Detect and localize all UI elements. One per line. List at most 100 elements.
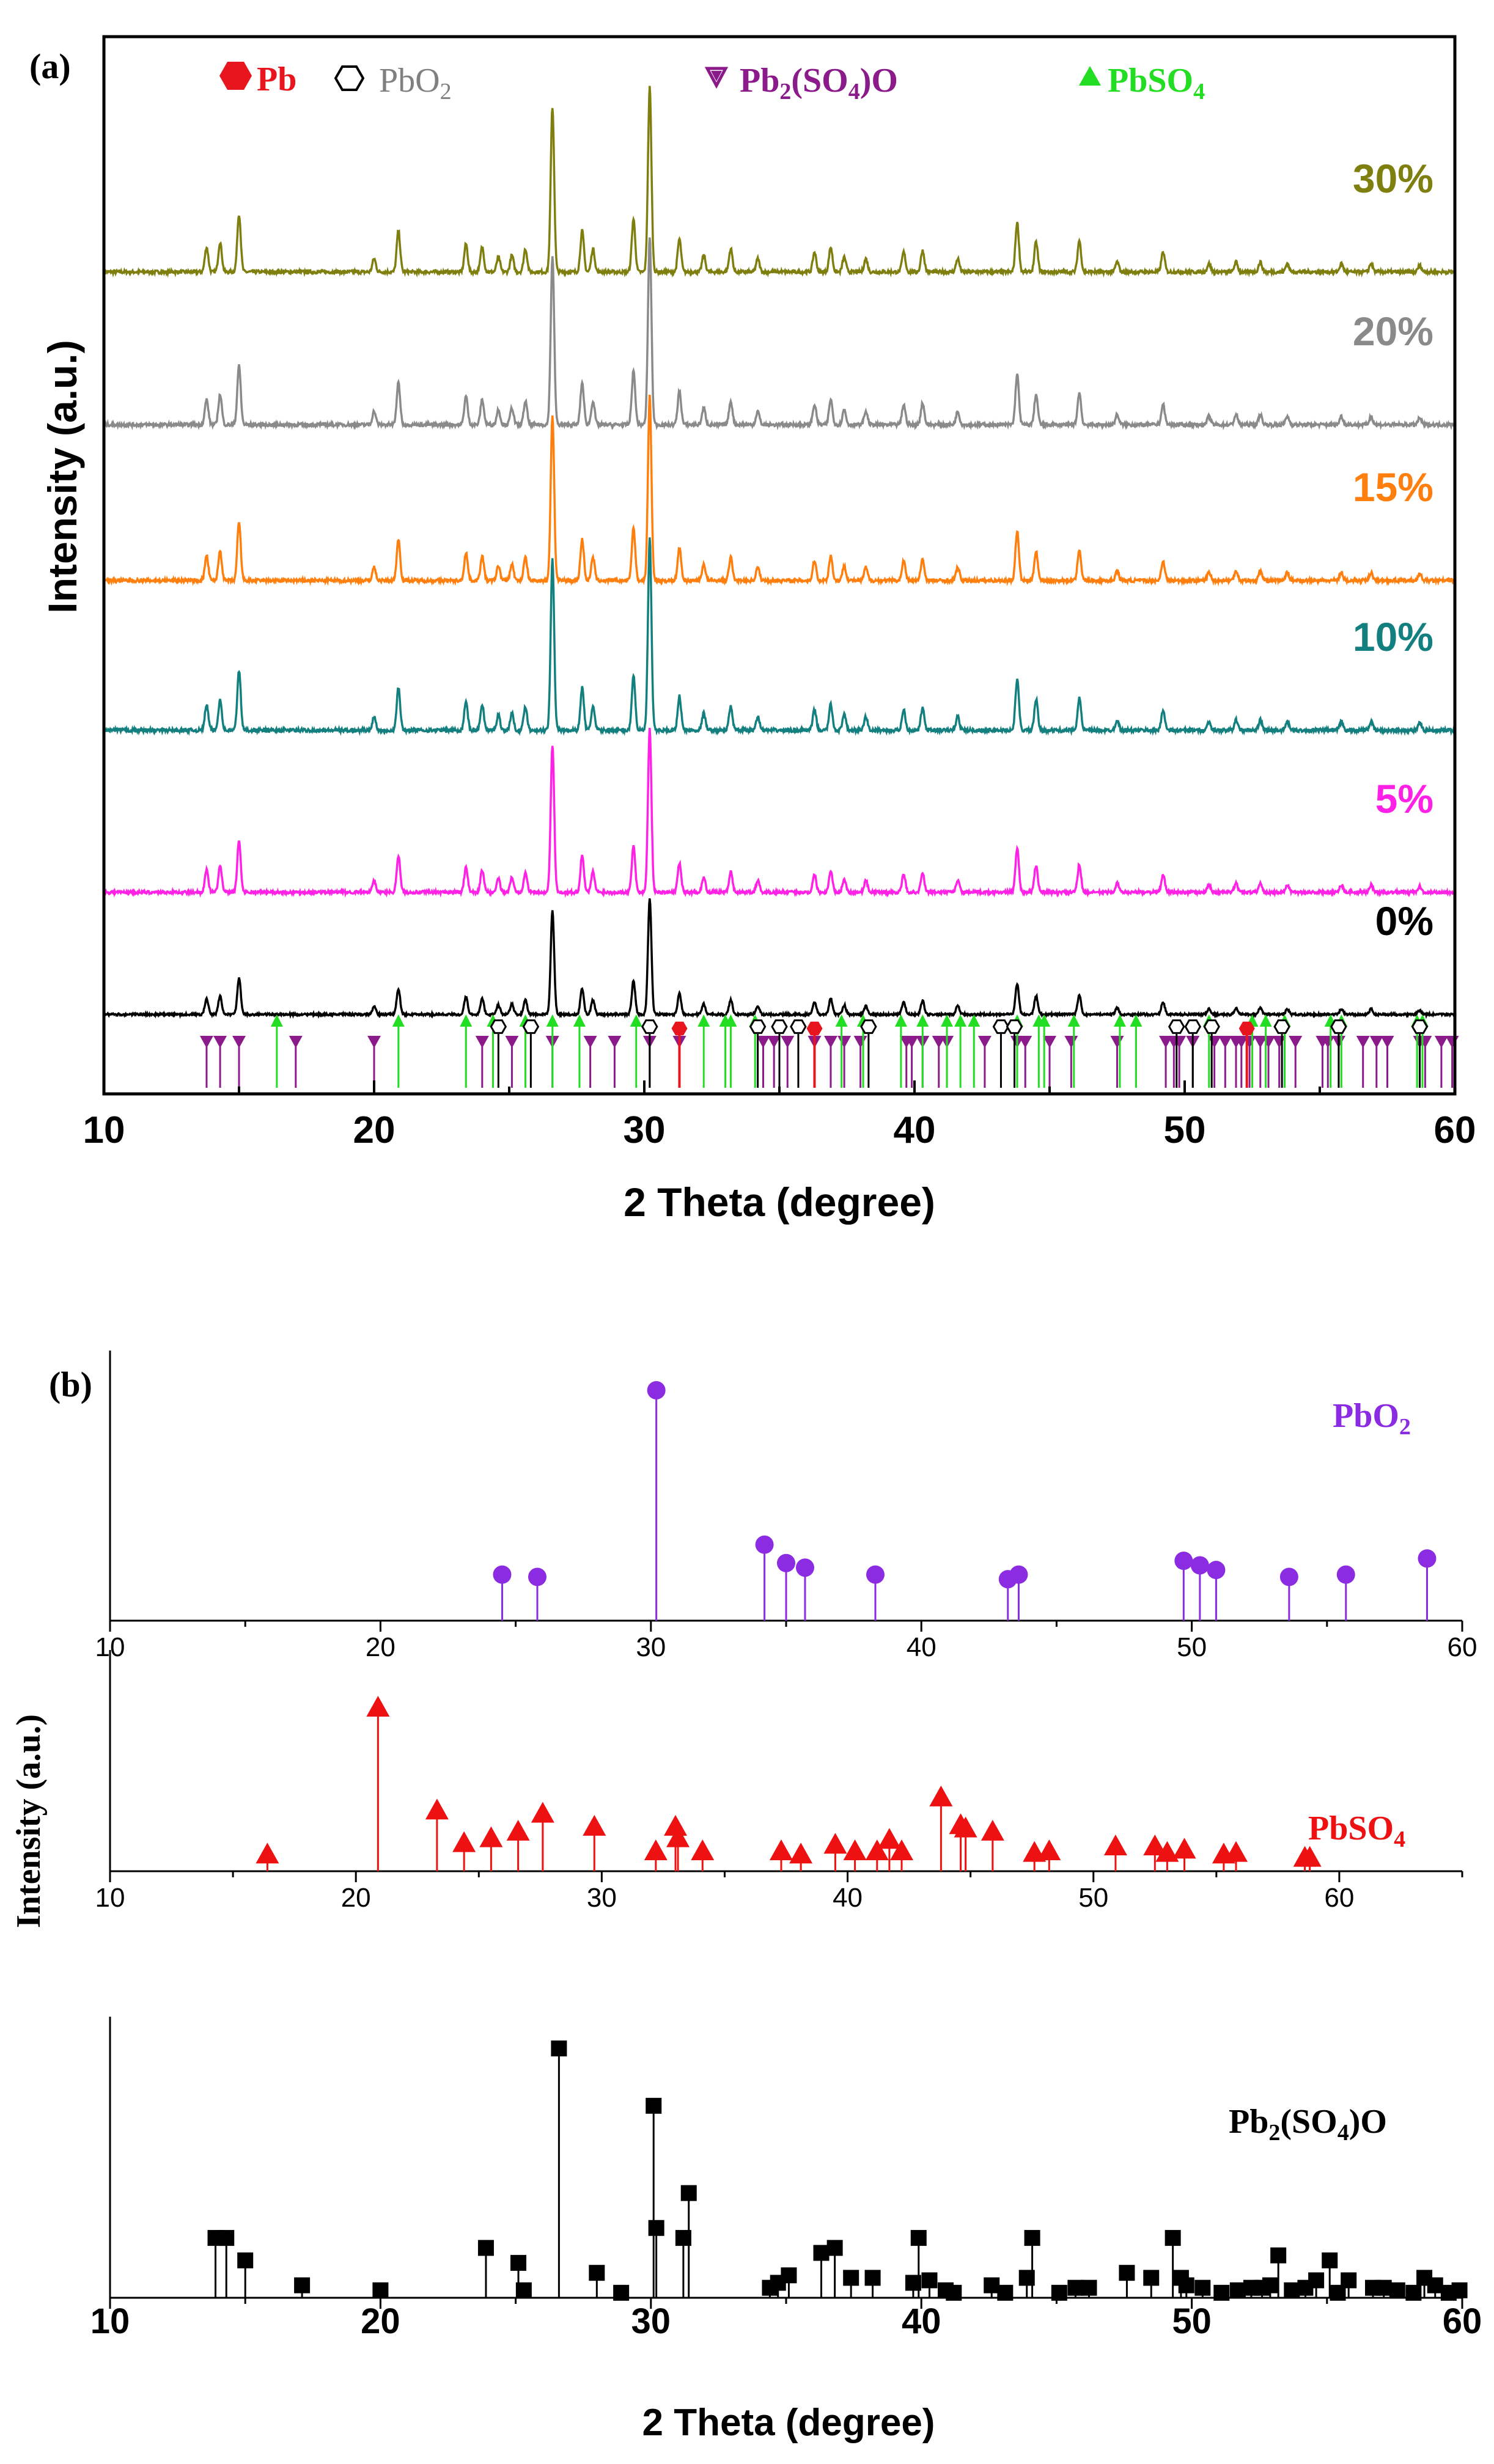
- stem-Pb2SO4O: [589, 2265, 605, 2298]
- legend-pbso4-triangle-icon: [1079, 66, 1101, 86]
- x-tick-label: 50: [1078, 1883, 1108, 1913]
- stem-Pb2SO4O: [921, 2272, 938, 2298]
- x-tick-label: 30: [631, 2301, 671, 2341]
- pb2so4o-ref-marker: [1064, 1036, 1078, 1088]
- pbso4-ref-marker: [835, 1014, 848, 1088]
- legend-pb-label: Pb: [257, 61, 296, 98]
- x-tick-label: 60: [1443, 2301, 1482, 2341]
- stem-Pb2SO4O: [864, 2270, 881, 2298]
- stem-PbO2: [1190, 1556, 1209, 1621]
- stem-PbSO4: [1103, 1834, 1127, 1871]
- stem-Pb2SO4O: [1341, 2272, 1357, 2298]
- pb2so4o-ref-marker: [583, 1036, 597, 1088]
- pbo2-ref-marker: [1168, 1019, 1185, 1088]
- pb2so4o-chart-label: Pb2(SO4)O: [1229, 2103, 1387, 2146]
- stem-PbSO4: [425, 1799, 449, 1871]
- series-label-5pct: 5%: [1375, 776, 1433, 821]
- pbso4-ref-marker: [1067, 1014, 1080, 1088]
- stem-Pb2SO4O: [477, 2240, 494, 2298]
- stem-PbO2: [1207, 1561, 1226, 1621]
- stem-PbSO4: [531, 1802, 554, 1871]
- stem-Pb2SO4O: [1143, 2270, 1160, 2298]
- trace-5pct: [103, 727, 1455, 898]
- trace-30pct: [103, 86, 1455, 278]
- stem-PbO2: [493, 1565, 512, 1621]
- a-reference-markers: [199, 1014, 1459, 1088]
- legend-a: Pb PbO2 Pb2(SO4)O PbSO4: [219, 61, 1205, 105]
- x-tick-label: 20: [366, 1632, 396, 1662]
- stem-PbSO4: [823, 1833, 847, 1871]
- stem-PbSO4: [1298, 1846, 1322, 1871]
- stem-PbSO4: [366, 1696, 390, 1871]
- stem-PbSO4: [843, 1839, 867, 1871]
- pbso4-ref-marker: [941, 1014, 954, 1088]
- pb-ref-marker: [806, 1021, 823, 1088]
- stem-PbO2: [795, 1558, 814, 1621]
- pbo2-ref-marker: [860, 1019, 877, 1088]
- pb2so4o-ref-marker: [837, 1036, 852, 1088]
- pb2so4o-ref-marker: [213, 1036, 227, 1088]
- stem-Pb2SO4O: [372, 2282, 389, 2298]
- stem-Pb2SO4O: [648, 2220, 664, 2298]
- pb2so4o-ref-marker: [823, 1036, 837, 1088]
- pb2so4o-ref-marker: [1218, 1036, 1232, 1088]
- pbo2-ref-marker: [790, 1019, 807, 1088]
- x-tick-label: 60: [1448, 1632, 1477, 1662]
- stem-PbO2: [1336, 1565, 1355, 1621]
- stem-PbO2: [647, 1381, 666, 1621]
- stem-PbSO4: [479, 1826, 503, 1871]
- panel-a-frame: [102, 35, 1457, 1096]
- x-tick-label: 60: [1434, 1109, 1476, 1151]
- stem-Pb2SO4O: [646, 2097, 662, 2298]
- pbo2-ref-marker: [1411, 1019, 1429, 1088]
- stem-PbSO4: [666, 1826, 690, 1871]
- stem-PbSO4: [981, 1819, 1004, 1871]
- pb-ref-marker: [1238, 1021, 1255, 1088]
- pbso4-ref-marker: [954, 1014, 967, 1088]
- stem-Pb2SO4O: [813, 2245, 830, 2298]
- pb2so4o-ref-marker: [289, 1036, 303, 1088]
- stem-PbO2: [528, 1568, 546, 1621]
- pb2so4o-ref-marker: [1159, 1036, 1173, 1088]
- pbso4-ref-marker: [1259, 1014, 1272, 1088]
- stem-PbO2: [1279, 1568, 1298, 1621]
- stem-PbO2: [866, 1565, 885, 1621]
- series-label-20pct: 20%: [1353, 309, 1433, 354]
- trace-15pct: [103, 394, 1455, 587]
- stem-PbSO4: [877, 1828, 901, 1871]
- pbo2-ref-marker: [641, 1019, 658, 1088]
- stem-PbSO4: [949, 1813, 973, 1871]
- pb2so4o-ref-marker: [1289, 1036, 1303, 1088]
- trace-0pct: [103, 898, 1455, 1019]
- pb2so4o-ref-marker: [367, 1036, 381, 1088]
- pbso4-stem-chart: 10 20 30 40 50 60: [95, 1650, 1463, 1913]
- stem-PbSO4: [691, 1839, 715, 1871]
- legend-pb2so4o-label: Pb2(SO4)O: [740, 62, 898, 105]
- panel-b-x-axis-label: 2 Theta (degree): [642, 2402, 935, 2444]
- stem-Pb2SO4O: [613, 2284, 630, 2301]
- stem-Pb2SO4O: [1375, 2279, 1392, 2298]
- trace-10pct: [103, 537, 1455, 736]
- legend-pb2so4o-triangle-fill: [711, 71, 722, 81]
- stem-Pb2SO4O: [1165, 2230, 1181, 2298]
- panel-b: (b) 10 20 30 40 50 60 PbO2 10 20 30 40 50 60 PbSO4…: [10, 1351, 1482, 2444]
- stem-Pb2SO4O: [997, 2284, 1014, 2301]
- x-tick-label: 40: [907, 1632, 937, 1662]
- pbso4-ref-marker: [546, 1014, 559, 1088]
- pb2so4o-ref-marker: [199, 1036, 213, 1088]
- legend-pb2so4o-triangle-icon: [704, 67, 729, 89]
- pbso4-ref-marker: [724, 1014, 737, 1088]
- stem-Pb2SO4O: [680, 2185, 697, 2298]
- stem-Pb2SO4O: [1322, 2252, 1338, 2298]
- stem-Pb2SO4O: [1067, 2279, 1084, 2298]
- a-traces: 30% 20% 15% 10% 5% 0%: [103, 86, 1455, 1019]
- stem-Pb2SO4O: [1051, 2284, 1067, 2301]
- stem-Pb2SO4O: [218, 2230, 235, 2298]
- stem-PbSO4: [256, 1843, 279, 1871]
- stem-Pb2SO4O: [1389, 2282, 1405, 2298]
- stem-Pb2SO4O: [1194, 2279, 1211, 2298]
- stem-Pb2SO4O: [781, 2267, 797, 2298]
- pbso4-ref-marker: [894, 1014, 907, 1088]
- stem-PbSO4: [865, 1839, 889, 1871]
